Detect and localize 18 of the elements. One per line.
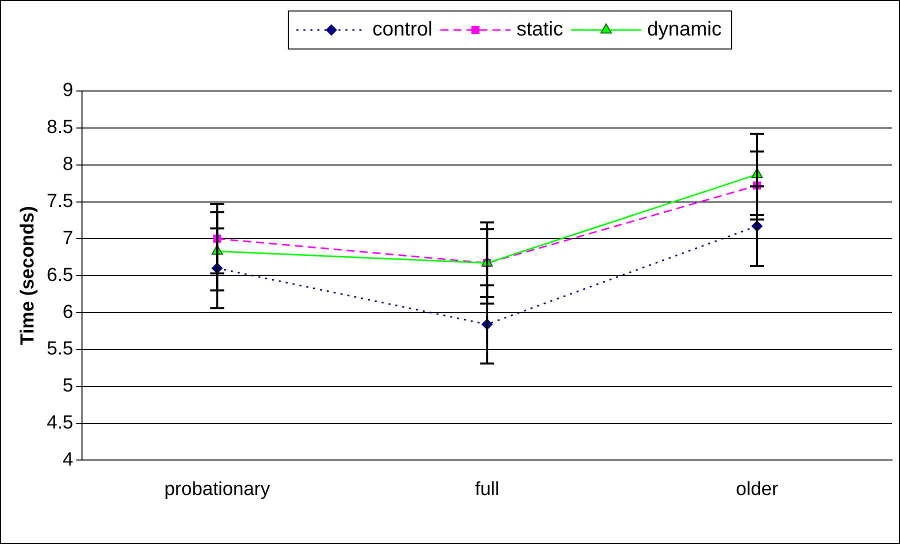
y-tick-label: 6 xyxy=(62,302,74,323)
x-tick-label: older xyxy=(736,478,779,500)
y-tick-label: 7.5 xyxy=(46,190,74,212)
legend-label: static xyxy=(516,18,564,41)
y-axis-title: Time (seconds) xyxy=(18,206,39,346)
y-tick-label: 7 xyxy=(62,228,74,249)
y-tick-label: 5 xyxy=(62,376,74,397)
y-tick-label: 4 xyxy=(62,449,74,470)
y-tick-label: 8 xyxy=(62,154,74,176)
x-tick-label: probationary xyxy=(164,478,270,500)
y-tick-label: 4.5 xyxy=(46,412,74,434)
legend-label: dynamic xyxy=(647,18,722,41)
legend-label: control xyxy=(372,18,432,41)
y-tick-label: 6.5 xyxy=(46,264,74,286)
y-tick-label: 5.5 xyxy=(46,338,74,360)
y-tick-label: 9 xyxy=(62,80,74,102)
x-tick-label: full xyxy=(474,478,500,500)
y-tick-label: 8.5 xyxy=(46,117,74,138)
